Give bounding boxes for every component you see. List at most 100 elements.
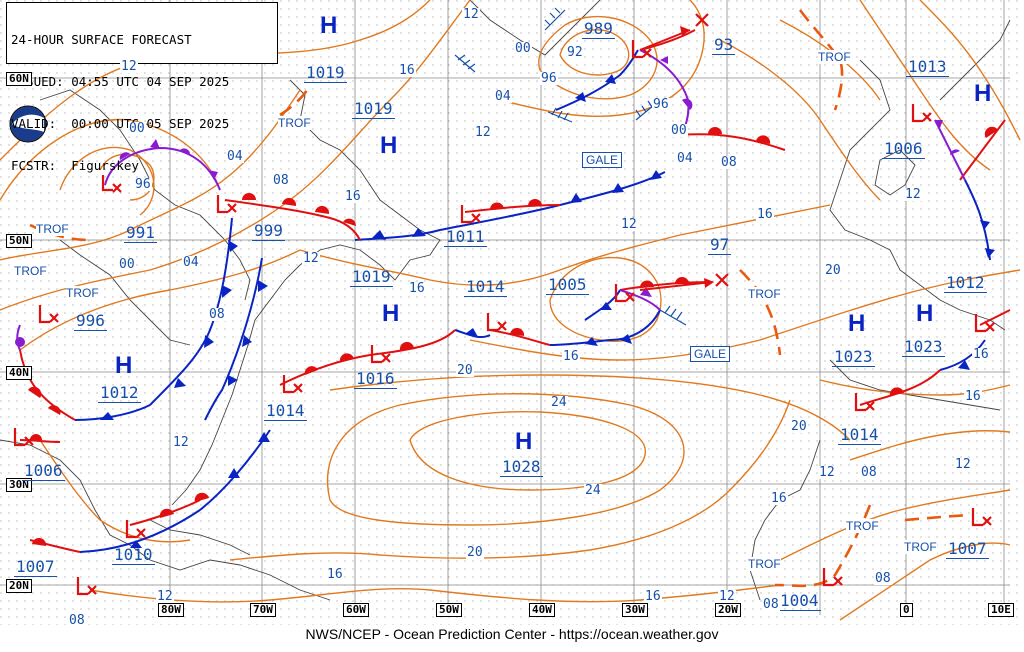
isobar-label: 16 — [562, 349, 580, 364]
high-pressure-value: 1013 — [906, 57, 949, 77]
isobar-label: 08 — [874, 571, 892, 586]
pressure-value: 999 — [252, 221, 285, 241]
isobar-label: 16 — [964, 389, 982, 404]
isobar-label: 08 — [762, 597, 780, 612]
high-pressure-value: 1019 — [352, 99, 395, 119]
high-center-symbol: H — [380, 132, 398, 159]
isobars — [0, 0, 1021, 621]
low-center-symbol — [13, 428, 34, 447]
cold-front-triangles — [100, 74, 995, 548]
pressure-value: 93 — [712, 35, 736, 55]
high-pressure-value: 1019 — [304, 63, 347, 83]
lon-label-50w: 50W — [436, 603, 462, 617]
low-centers — [13, 13, 995, 596]
header-issued: ISSUED: 04:55 UTC 04 SEP 2025 — [11, 74, 230, 89]
pressure-value: 1014 — [838, 425, 881, 445]
high-center-symbol: H — [916, 300, 934, 327]
header-title: 24-HOUR SURFACE FORECAST — [11, 32, 192, 47]
lon-label-70w: 70W — [250, 603, 276, 617]
forecast-header: 24-HOUR SURFACE FORECAST ISSUED: 04:55 U… — [6, 2, 278, 173]
lon-label-80w: 80W — [158, 603, 184, 617]
isobar-label: 16 — [344, 189, 362, 204]
isobar-label: 12 — [818, 465, 836, 480]
isobar-label: 12 — [954, 457, 972, 472]
low-center-symbol — [631, 40, 652, 59]
lat-label-60n: 60N — [6, 72, 32, 86]
trough-label: TROF — [818, 50, 851, 64]
high-center-symbol: H — [848, 310, 866, 337]
isobar-label: 08 — [68, 613, 86, 628]
pressure-value: 1006 — [882, 139, 925, 159]
isobar-label: 12 — [904, 187, 922, 202]
pressure-value: 1014 — [464, 277, 507, 297]
isobar-label: 92 — [566, 45, 584, 60]
low-center-symbol — [822, 568, 843, 587]
trough-label: TROF — [278, 116, 311, 130]
lon-label-20w: 20W — [715, 603, 741, 617]
occluded-front-symbols — [15, 56, 960, 347]
header-valid: VALID: 00:00 UTC 05 SEP 2025 — [11, 116, 230, 131]
low-center-symbol — [370, 345, 391, 364]
lon-label-10e: 10E — [988, 603, 1014, 617]
isobar-label: 96 — [540, 71, 558, 86]
isobar-label: 24 — [584, 483, 602, 498]
pressure-value: 1016 — [354, 369, 397, 389]
pressure-value: 989 — [582, 19, 615, 39]
grid-lines — [0, 0, 1010, 615]
gale-warning-label: GALE — [690, 346, 731, 362]
lon-label-60w: 60W — [343, 603, 369, 617]
low-center-symbol — [460, 205, 481, 224]
isobar-label: 16 — [398, 63, 416, 78]
lon-label-30w: 30W — [622, 603, 648, 617]
coastlines — [0, 0, 1011, 601]
high-center-symbol: H — [320, 12, 338, 39]
pressure-value: 1007 — [14, 557, 57, 577]
dissipating-low-symbol — [695, 13, 709, 27]
isobar-label: 12 — [718, 589, 736, 604]
dissipating-low-symbol — [715, 273, 729, 287]
isobar-label: 00 — [514, 41, 532, 56]
isobar-label: 16 — [770, 491, 788, 506]
pressure-value: 1011 — [444, 227, 487, 247]
isobar-label: 96 — [652, 97, 670, 112]
isobar-label: 12 — [302, 251, 320, 266]
warm-fronts — [19, 29, 1011, 553]
isobar-label: 24 — [550, 395, 568, 410]
isobar-label: 04 — [226, 149, 244, 164]
low-center-symbol — [486, 313, 507, 332]
pressure-value: 1014 — [264, 401, 307, 421]
high-pressure-value: 1023 — [902, 337, 945, 357]
lat-label-40n: 40N — [6, 366, 32, 380]
low-center-symbol — [125, 520, 146, 539]
isobar-label: 04 — [494, 89, 512, 104]
isobar-label: 16 — [972, 347, 990, 362]
lon-label-0: 0 — [900, 603, 913, 617]
arrow-heads — [680, 26, 714, 288]
isobar-label: 20 — [466, 545, 484, 560]
isobar-label: 96 — [134, 177, 152, 192]
isobar-label: 16 — [408, 281, 426, 296]
isobar-label: 00 — [670, 123, 688, 138]
isobar-label: 20 — [790, 419, 808, 434]
isobar-label: 08 — [720, 155, 738, 170]
high-center-symbol: H — [115, 352, 133, 379]
isobar-label: 12 — [156, 589, 174, 604]
isobar-label: 16 — [326, 567, 344, 582]
high-pressure-value: 1023 — [832, 347, 875, 367]
high-center-symbol: H — [382, 300, 400, 327]
isobar-label: 00 — [128, 121, 146, 136]
isobar-label: 04 — [676, 151, 694, 166]
isobar-label: 16 — [644, 589, 662, 604]
isobar-label: 12 — [172, 435, 190, 450]
isobar-label: 12 — [120, 59, 138, 74]
trough-label: TROF — [748, 287, 781, 301]
gale-warning-label: GALE — [582, 152, 623, 168]
trough-label: TROF — [14, 264, 47, 278]
low-center-symbol — [854, 393, 875, 412]
trough-label: TROF — [36, 222, 69, 236]
footer-credit: NWS/NCEP - Ocean Prediction Center - htt… — [305, 626, 719, 642]
trough-label: TROF — [748, 557, 781, 571]
wind-barbs — [454, 7, 687, 326]
